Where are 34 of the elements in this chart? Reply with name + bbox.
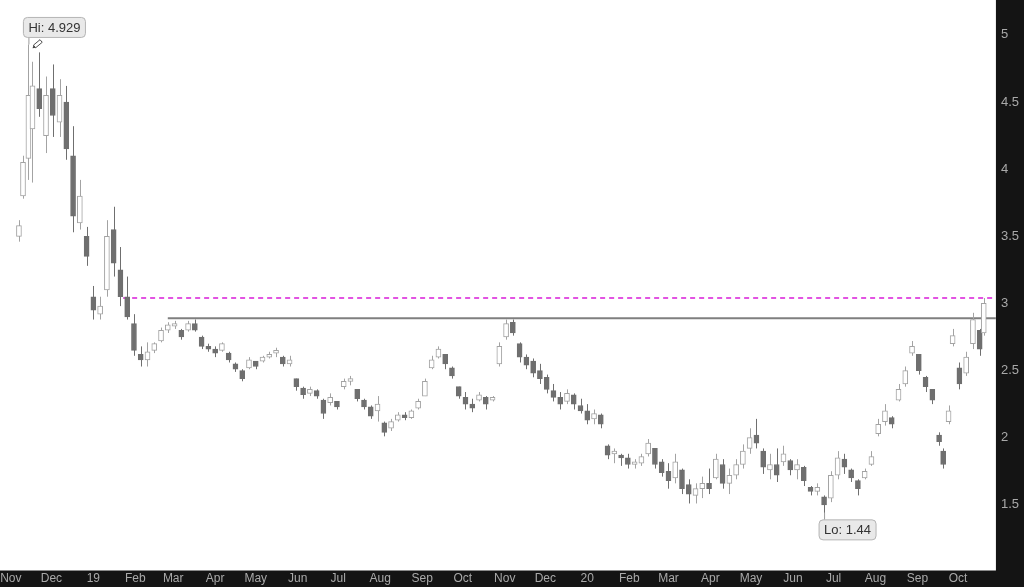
- annotation: Lo: 1.44: [824, 521, 872, 537]
- x-tick-label: Dec: [40, 571, 63, 586]
- y-tick-label: 2.5: [1000, 362, 1020, 378]
- annotation: Hi: 4.929: [28, 19, 81, 35]
- x-tick-label: Sep: [906, 571, 929, 586]
- x-tick-label: 20: [580, 571, 595, 586]
- x-tick-label: Apr: [205, 571, 225, 586]
- x-tick-label: Dec: [534, 571, 556, 586]
- x-tick-label: Oct: [948, 571, 969, 586]
- x-tick-label: Feb: [124, 571, 146, 586]
- y-tick-label: 3.5: [1000, 227, 1020, 243]
- x-tick-label: Jun: [783, 571, 803, 586]
- x-tick-label: Aug: [864, 571, 887, 586]
- x-tick-label: Nov: [494, 571, 516, 586]
- y-tick-label: 2: [1000, 429, 1009, 445]
- x-tick-label: Jul: [825, 571, 842, 586]
- x-tick-label: Jul: [330, 571, 346, 586]
- x-tick-label: Oct: [453, 571, 473, 586]
- y-tick-label: 1.5: [1000, 496, 1020, 512]
- x-tick-label: Aug: [369, 571, 391, 586]
- x-tick-label: Sep: [411, 571, 434, 586]
- x-tick-label: Nov: [0, 571, 22, 586]
- x-tick-label: Apr: [701, 571, 720, 586]
- x-tick-label: Feb: [618, 571, 640, 586]
- x-tick-label: Jun: [288, 571, 308, 586]
- y-tick-label: 3: [1000, 295, 1009, 310]
- x-tick-label: Mar: [162, 571, 184, 586]
- x-tick-label: May: [739, 571, 763, 586]
- y-tick-label: 5: [1000, 26, 1009, 42]
- x-tick-label: May: [244, 571, 268, 586]
- y-tick-label: 4: [1000, 160, 1009, 176]
- y-tick-label: 4.5: [1000, 93, 1020, 109]
- x-tick-label: 19: [86, 571, 101, 586]
- x-tick-label: Mar: [658, 571, 679, 586]
